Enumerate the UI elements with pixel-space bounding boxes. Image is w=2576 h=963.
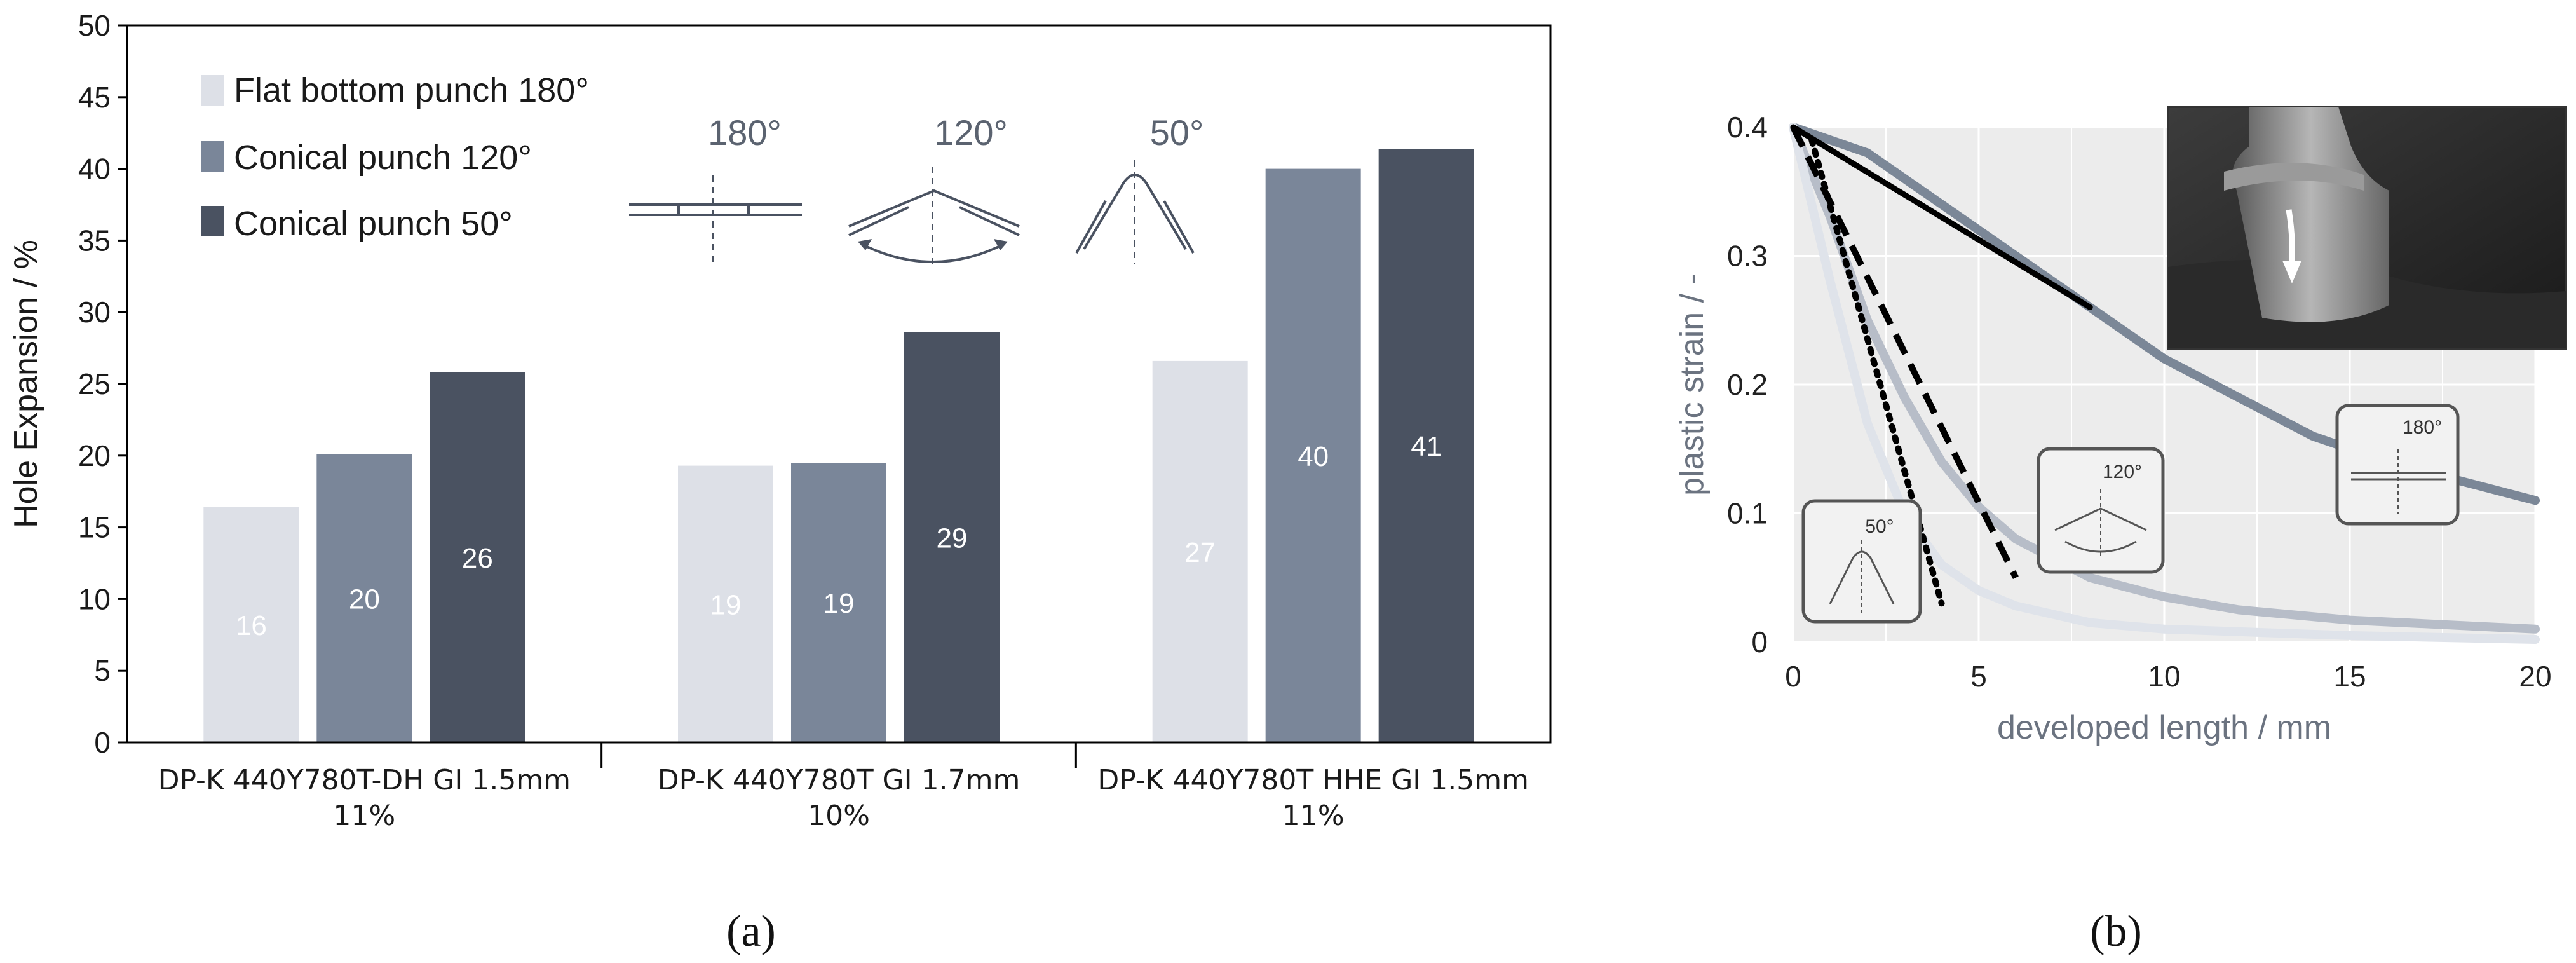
bar-value-label: 26 <box>462 543 493 574</box>
category-sublabel: 11% <box>1282 800 1345 832</box>
panel-b-y-axis-title: plastic strain / - <box>1674 273 1711 496</box>
legend-swatch-flat-180 <box>201 75 224 106</box>
bar <box>1265 168 1361 743</box>
x-tick-label: 20 <box>2519 660 2551 693</box>
legend-label-conical-50: Conical punch 50° <box>234 205 513 243</box>
x-tick-label: 5 <box>1970 660 1987 693</box>
series-line <box>1790 124 2093 310</box>
panel-b-x-axis-title: developed length / mm <box>1997 709 2331 746</box>
bar <box>678 465 773 742</box>
svg-text:50°: 50° <box>1865 516 1894 537</box>
y-tick-label: 30 <box>78 296 111 329</box>
bar <box>904 332 1000 742</box>
conical-120-punch-icon <box>848 167 1020 267</box>
panel-a-legend: Flat bottom punch 180° Conical punch 120… <box>201 71 589 243</box>
category-sublabel: 11% <box>333 800 395 832</box>
bar-value-label: 16 <box>236 610 267 641</box>
series-line <box>1790 125 2019 579</box>
y-tick-label: 50 <box>78 9 111 42</box>
y-tick-label: 0 <box>94 726 111 759</box>
inset-3d-render <box>2167 106 2567 350</box>
inset-punch-120: 120° <box>2037 447 2165 574</box>
inset-punch-50: 50° <box>1801 499 1922 624</box>
category-label: DP-K 440Y780T-DH GI 1.5mm <box>158 764 571 796</box>
y-tick-label: 0 <box>1751 625 1768 659</box>
y-tick-label: 0.1 <box>1727 497 1768 530</box>
panel-a-y-axis-title: Hole Expansion / % <box>8 240 44 528</box>
bar-value-label: 20 <box>349 584 380 615</box>
conical-50-punch-icon <box>1075 160 1195 264</box>
bar-value-label: 19 <box>710 589 742 620</box>
y-tick-label: 0.3 <box>1727 240 1768 273</box>
category-sublabel: 10% <box>808 800 870 832</box>
category-label: DP-K 440Y780T GI 1.7mm <box>658 764 1020 796</box>
punch-illustrations: 180° 120° 50° <box>629 113 1203 267</box>
bar-value-label: 41 <box>1411 431 1442 462</box>
y-tick-label: 25 <box>78 367 111 400</box>
svg-text:120°: 120° <box>2103 461 2142 482</box>
punch-angle-50: 50° <box>1150 113 1204 153</box>
punch-angle-180: 180° <box>708 113 782 153</box>
panel-b-line-chart: 0 5 10 15 20 0 0.1 0.2 0.3 0.4 developed length /… <box>1674 106 2567 746</box>
x-tick-label: 15 <box>2333 660 2366 693</box>
bar <box>430 372 525 742</box>
y-tick-label: 40 <box>78 153 111 186</box>
category-label: DP-K 440Y780T HHE GI 1.5mm <box>1097 764 1529 796</box>
y-tick-label: 5 <box>94 654 111 687</box>
bar-value-label: 19 <box>824 588 855 619</box>
bar <box>1152 360 1248 742</box>
svg-text:180°: 180° <box>2403 417 2442 438</box>
bar-value-label: 29 <box>937 522 968 554</box>
inset-punch-180: 180° <box>2335 404 2460 526</box>
y-tick-label: 35 <box>78 224 111 257</box>
y-tick-label: 15 <box>78 511 111 544</box>
legend-label-conical-120: Conical punch 120° <box>234 139 532 177</box>
y-tick-label: 0.4 <box>1727 111 1768 144</box>
y-tick-label: 10 <box>78 582 111 615</box>
series-line <box>1789 123 2540 634</box>
y-tick-label: 20 <box>78 439 111 472</box>
x-tick-label: 0 <box>1785 660 1801 693</box>
legend-swatch-conical-50 <box>201 206 224 236</box>
bar-value-label: 40 <box>1298 441 1329 472</box>
bar <box>791 463 886 742</box>
bar <box>203 507 299 742</box>
flat-punch-icon <box>629 175 802 267</box>
bar <box>316 454 412 742</box>
x-tick-label: 10 <box>2148 660 2180 693</box>
legend-label-flat-180: Flat bottom punch 180° <box>234 71 589 109</box>
series-line <box>1789 123 2540 644</box>
legend-swatch-conical-120 <box>201 141 224 172</box>
panel-b-tag: (b) <box>2090 907 2142 956</box>
bar-value-label: 27 <box>1184 537 1216 568</box>
y-tick-label: 0.2 <box>1727 368 1768 401</box>
y-tick-label: 45 <box>78 81 111 114</box>
panel-a-plot-frame <box>126 24 1552 744</box>
punch-angle-120: 120° <box>934 113 1008 153</box>
bar <box>1378 149 1474 743</box>
panel-a-tag: (a) <box>726 907 776 956</box>
